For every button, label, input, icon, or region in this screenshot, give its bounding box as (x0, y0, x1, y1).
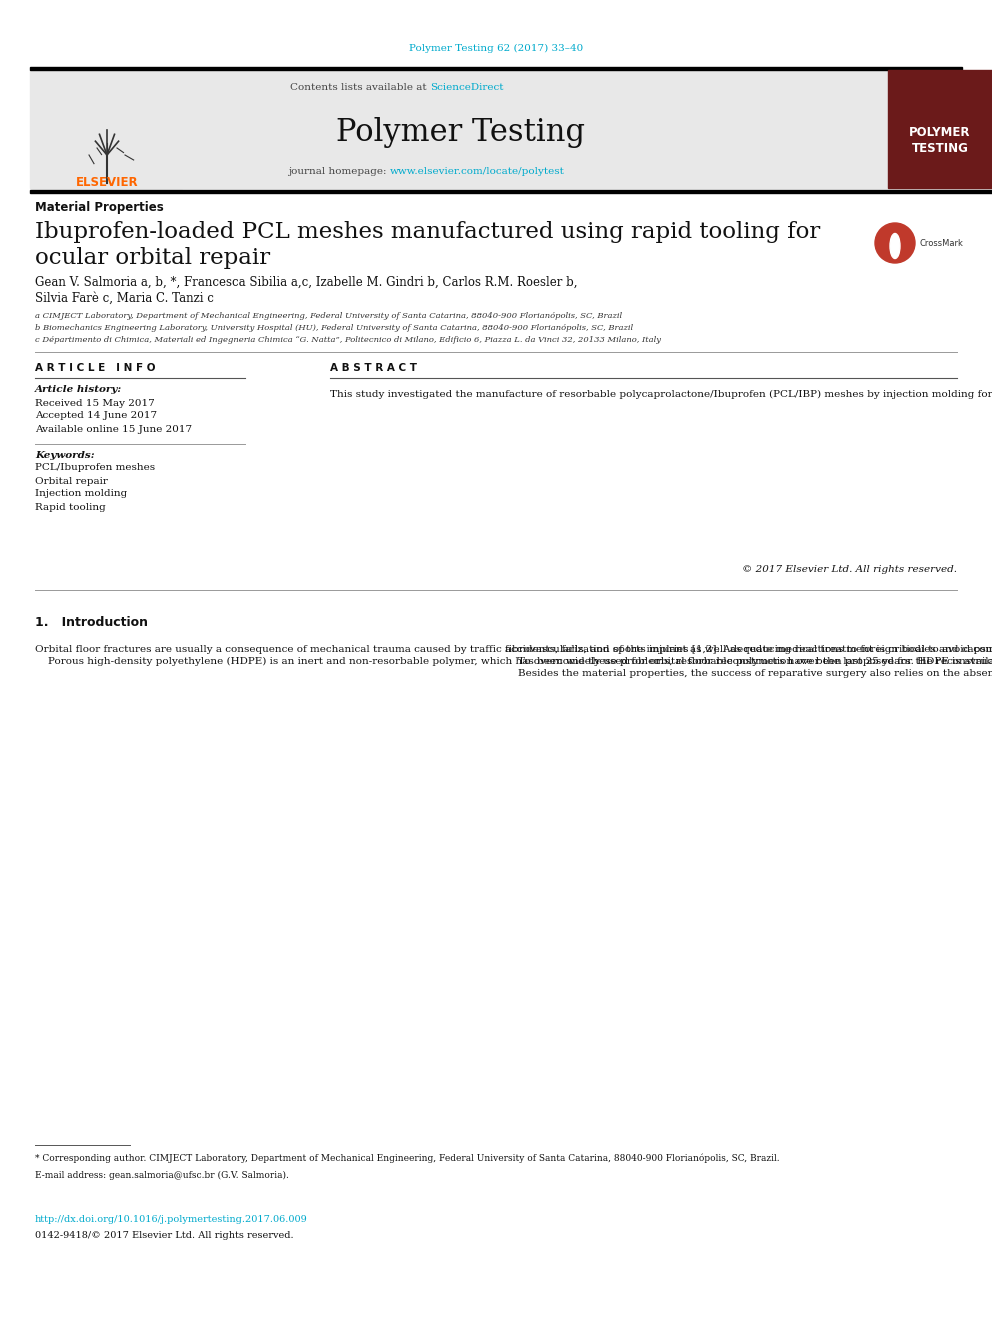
Text: Received 15 May 2017: Received 15 May 2017 (35, 398, 155, 407)
Text: Keywords:: Keywords: (35, 451, 94, 459)
Text: E-mail address: gean.salmoria@ufsc.br (G.V. Salmoria).: E-mail address: gean.salmoria@ufsc.br (G… (35, 1171, 289, 1180)
Text: A R T I C L E   I N F O: A R T I C L E I N F O (35, 363, 156, 373)
Text: a CIMJECT Laboratory, Department of Mechanical Engineering, Federal University o: a CIMJECT Laboratory, Department of Mech… (35, 312, 622, 320)
Text: 1.   Introduction: 1. Introduction (35, 615, 148, 628)
Text: ScienceDirect: ScienceDirect (430, 83, 504, 93)
Text: c Départimento di Chimica, Materiali ed Ingegneria Chimica “G. Natta”, Politecni: c Départimento di Chimica, Materiali ed … (35, 336, 661, 344)
Text: Orbital repair: Orbital repair (35, 476, 108, 486)
Bar (30, 70, 888, 188)
Text: 0142-9418/© 2017 Elsevier Ltd. All rights reserved.: 0142-9418/© 2017 Elsevier Ltd. All right… (35, 1232, 294, 1241)
Text: This study investigated the manufacture of resorbable polycaprolactone/Ibuprofen: This study investigated the manufacture … (330, 390, 992, 400)
Circle shape (875, 224, 915, 263)
Text: b Biomechanics Engineering Laboratory, University Hospital (HU), Federal Univers: b Biomechanics Engineering Laboratory, U… (35, 324, 633, 332)
Text: www.elsevier.com/locate/polytest: www.elsevier.com/locate/polytest (390, 168, 564, 176)
Text: TESTING: TESTING (912, 142, 968, 155)
Bar (30, 67, 962, 70)
Ellipse shape (890, 233, 900, 258)
Text: Article history:: Article history: (35, 385, 122, 394)
Text: Ibuprofen-loaded PCL meshes manufactured using rapid tooling for: Ibuprofen-loaded PCL meshes manufactured… (35, 221, 820, 243)
Text: © 2017 Elsevier Ltd. All rights reserved.: © 2017 Elsevier Ltd. All rights reserved… (742, 565, 957, 574)
Text: Contents lists available at: Contents lists available at (290, 83, 430, 93)
Text: Gean V. Salmoria a, b, *, Francesca Sibilia a,c, Izabelle M. Gindri b, Carlos R.: Gean V. Salmoria a, b, *, Francesca Sibi… (35, 275, 577, 288)
Text: CrossMark: CrossMark (920, 238, 964, 247)
Text: fibrovascularization of the implant as well as reducing reactions to foreign bod: fibrovascularization of the implant as w… (505, 646, 992, 679)
Text: PCL/Ibuprofen meshes: PCL/Ibuprofen meshes (35, 463, 155, 472)
Text: Polymer Testing 62 (2017) 33–40: Polymer Testing 62 (2017) 33–40 (409, 44, 583, 53)
Text: Rapid tooling: Rapid tooling (35, 503, 106, 512)
Bar (30, 189, 992, 193)
Text: Injection molding: Injection molding (35, 490, 127, 499)
Text: http://dx.doi.org/10.1016/j.polymertesting.2017.06.009: http://dx.doi.org/10.1016/j.polymertesti… (35, 1216, 308, 1225)
Text: Silvia Farè c, Maria C. Tanzi c: Silvia Farè c, Maria C. Tanzi c (35, 291, 214, 304)
Text: Accepted 14 June 2017: Accepted 14 June 2017 (35, 411, 157, 421)
Text: ocular orbital repair: ocular orbital repair (35, 247, 270, 269)
Bar (32, 70, 182, 188)
Text: Orbital floor fractures are usually a consequence of mechanical trauma caused by: Orbital floor fractures are usually a co… (35, 646, 992, 667)
Bar (888, 70, 992, 188)
Text: Material Properties: Material Properties (35, 201, 164, 214)
Text: Available online 15 June 2017: Available online 15 June 2017 (35, 425, 192, 434)
Text: Polymer Testing: Polymer Testing (335, 116, 584, 147)
Text: journal homepage:: journal homepage: (289, 168, 390, 176)
Text: * Corresponding author. CIMJECT Laboratory, Department of Mechanical Engineering: * Corresponding author. CIMJECT Laborato… (35, 1154, 780, 1163)
Text: ELSEVIER: ELSEVIER (75, 176, 138, 189)
Text: A B S T R A C T: A B S T R A C T (330, 363, 417, 373)
Text: POLYMER: POLYMER (910, 127, 971, 139)
